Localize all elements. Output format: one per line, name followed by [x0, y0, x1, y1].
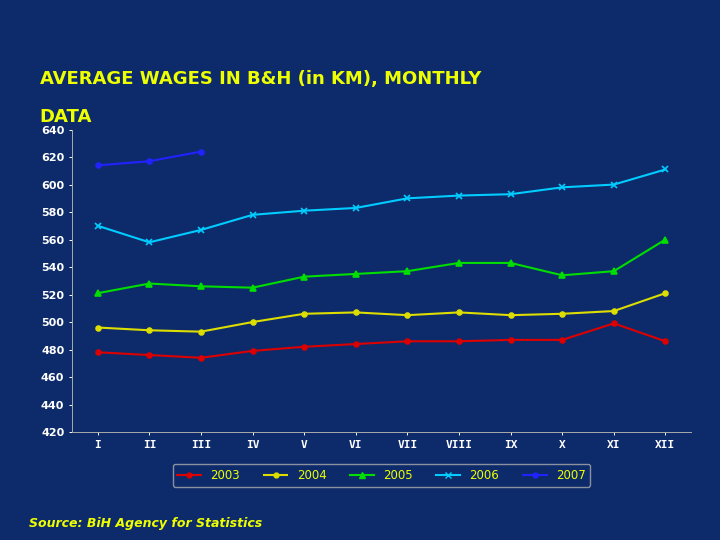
- 2005: [197, 283, 205, 289]
- 2006: [351, 205, 360, 211]
- 2004: [248, 319, 257, 325]
- 2005: [558, 272, 567, 279]
- Line: 2006: 2006: [94, 166, 669, 246]
- 2005: [300, 273, 308, 280]
- Text: Source: BiH Agency for Statistics: Source: BiH Agency for Statistics: [29, 516, 262, 530]
- 2005: [94, 290, 102, 296]
- 2006: [145, 239, 154, 246]
- 2006: [248, 212, 257, 218]
- 2005: [609, 268, 618, 274]
- 2006: [609, 181, 618, 188]
- 2007: [197, 148, 205, 155]
- 2004: [609, 308, 618, 314]
- 2003: [506, 336, 515, 343]
- 2003: [351, 341, 360, 347]
- 2004: [94, 325, 102, 331]
- 2005: [248, 285, 257, 291]
- 2006: [661, 166, 670, 173]
- 2003: [197, 355, 205, 361]
- 2003: [248, 348, 257, 354]
- 2005: [403, 268, 412, 274]
- Line: 2004: 2004: [95, 291, 668, 334]
- 2006: [197, 227, 205, 233]
- 2004: [145, 327, 154, 334]
- 2006: [506, 191, 515, 198]
- 2003: [403, 338, 412, 345]
- 2003: [145, 352, 154, 358]
- 2006: [300, 207, 308, 214]
- Line: 2007: 2007: [95, 149, 204, 168]
- 2004: [558, 310, 567, 317]
- 2005: [506, 260, 515, 266]
- 2004: [197, 328, 205, 335]
- Line: 2003: 2003: [95, 321, 668, 360]
- 2004: [455, 309, 464, 316]
- 2005: [351, 271, 360, 277]
- 2005: [455, 260, 464, 266]
- Text: AVERAGE WAGES IN B&H (in KM), MONTHLY: AVERAGE WAGES IN B&H (in KM), MONTHLY: [40, 70, 481, 88]
- 2007: [94, 162, 102, 168]
- 2003: [609, 320, 618, 327]
- Line: 2005: 2005: [95, 237, 668, 296]
- 2006: [455, 192, 464, 199]
- 2007: [145, 158, 154, 165]
- 2003: [558, 336, 567, 343]
- 2004: [300, 310, 308, 317]
- 2005: [661, 237, 670, 243]
- 2004: [403, 312, 412, 319]
- 2004: [661, 290, 670, 296]
- 2006: [94, 222, 102, 229]
- 2003: [300, 343, 308, 350]
- Legend: 2003, 2004, 2005, 2006, 2007: 2003, 2004, 2005, 2006, 2007: [173, 464, 590, 487]
- 2003: [94, 349, 102, 355]
- 2004: [351, 309, 360, 316]
- 2004: [506, 312, 515, 319]
- 2006: [403, 195, 412, 201]
- 2003: [455, 338, 464, 345]
- 2003: [661, 338, 670, 345]
- 2005: [145, 280, 154, 287]
- Text: DATA: DATA: [40, 108, 92, 126]
- 2006: [558, 184, 567, 191]
